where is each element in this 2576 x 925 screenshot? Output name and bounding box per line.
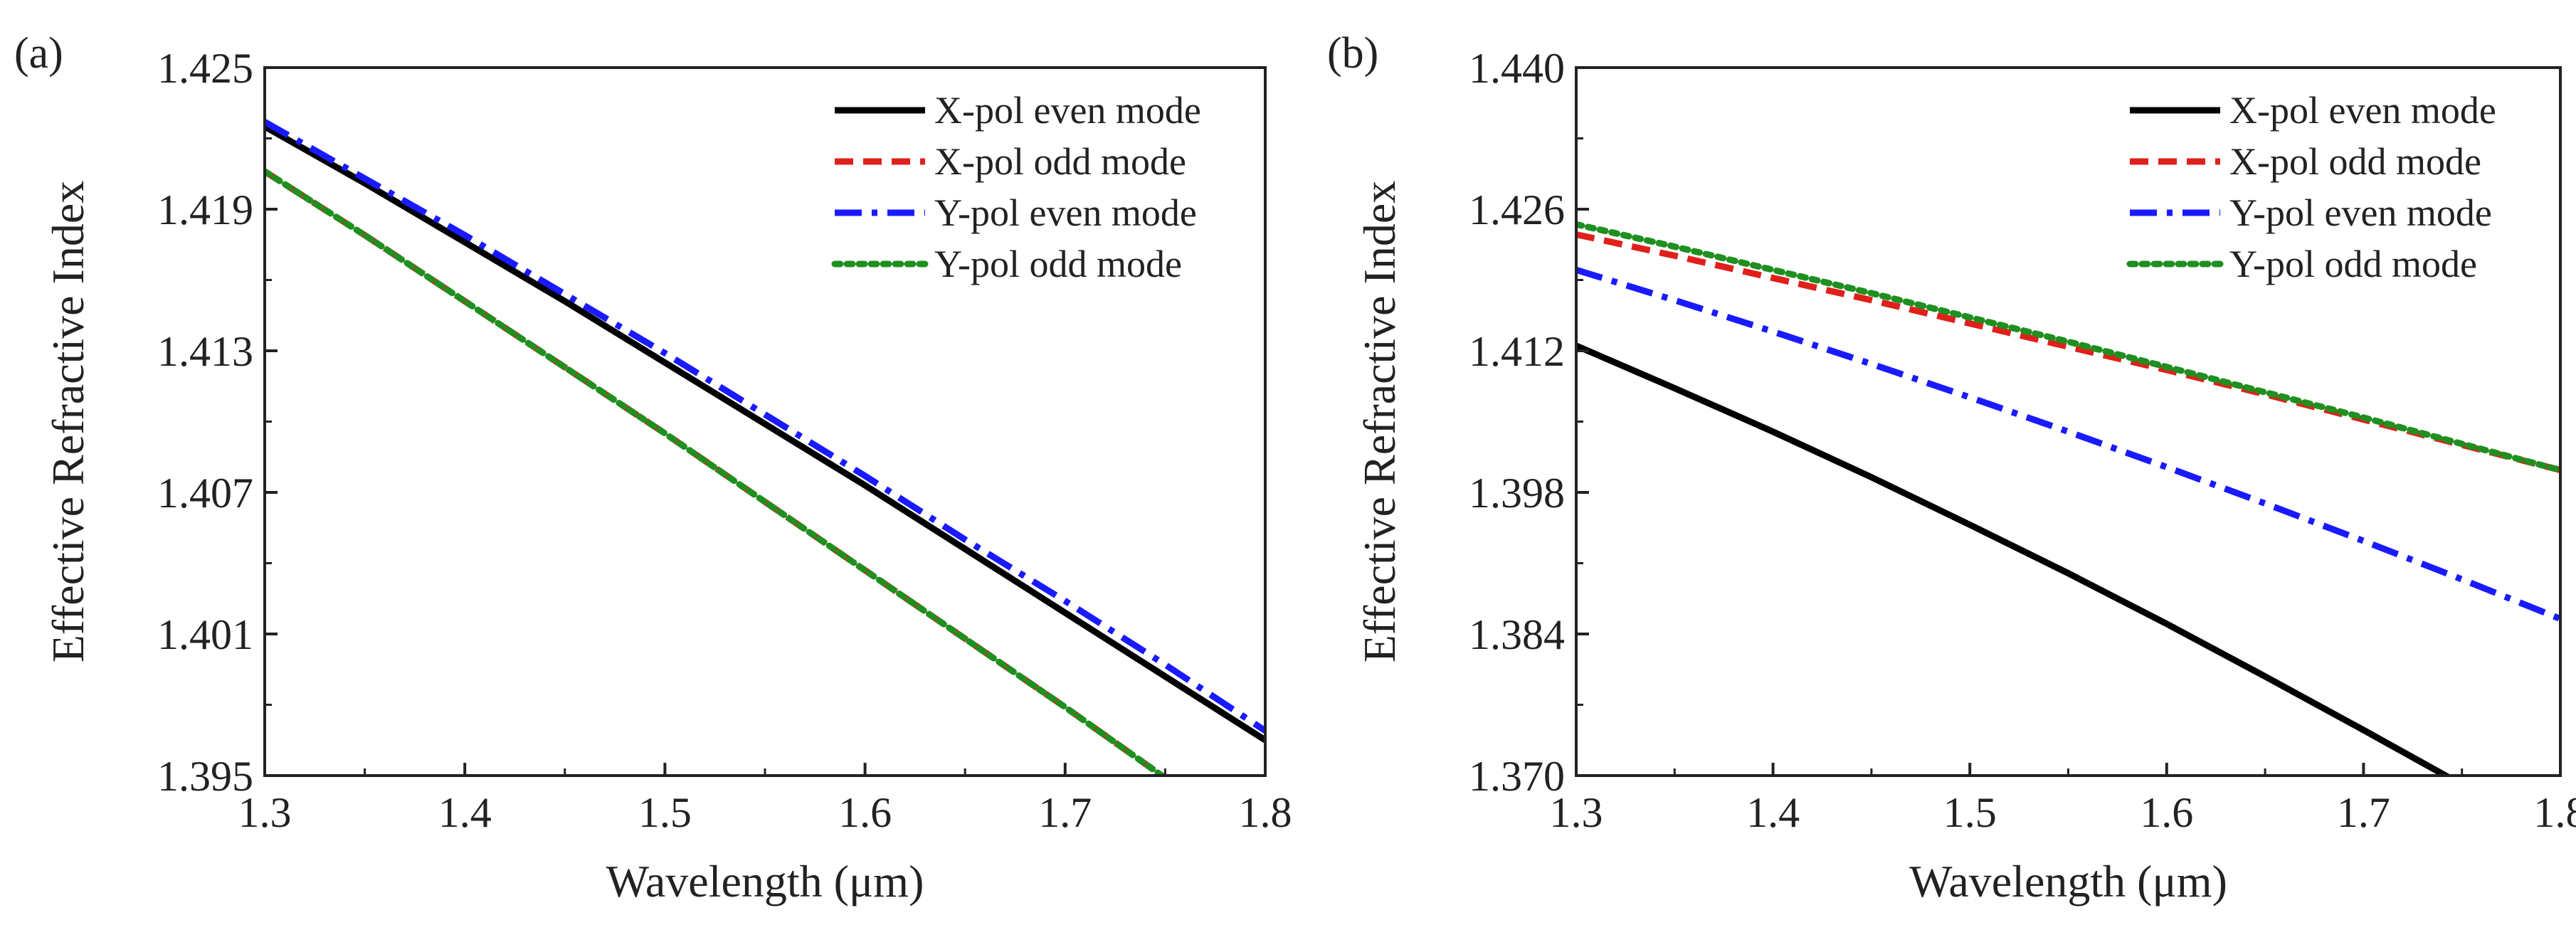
x-axis-label: Wavelength (μm)	[606, 856, 924, 906]
series-line-3	[1576, 266, 2560, 622]
x-tick-label: 1.8	[1239, 789, 1292, 836]
y-tick-label: 1.440	[1469, 45, 1565, 92]
legend-label-1: X-pol even mode	[2229, 89, 2496, 132]
series-line-4	[265, 168, 1202, 776]
y-tick-label: 1.401	[157, 611, 253, 658]
series-line-4	[1576, 221, 2560, 474]
legend-label-2: X-pol odd mode	[934, 140, 1186, 183]
x-tick-label: 1.6	[838, 789, 892, 836]
x-tick-label: 1.7	[1038, 789, 1092, 836]
series-line-1	[265, 123, 1265, 743]
legend: X-pol even mode X-pol odd mode Y-pol even …	[2126, 89, 2496, 285]
x-tick-label: 1.3	[238, 789, 292, 836]
panel-label: (a)	[14, 29, 63, 78]
x-tick-label: 1.8	[2534, 789, 2576, 836]
panel-label: (b)	[1327, 29, 1378, 78]
x-tick-label: 1.5	[638, 789, 692, 836]
y-tick-label: 1.419	[157, 186, 253, 233]
y-tick-label: 1.413	[157, 328, 253, 375]
legend-label-4: Y-pol odd mode	[2229, 243, 2477, 285]
y-tick-label: 1.407	[157, 470, 253, 517]
x-tick-label: 1.6	[2140, 789, 2193, 836]
legend-label-3: Y-pol even mode	[2229, 191, 2492, 234]
legend-label-4: Y-pol odd mode	[934, 243, 1182, 285]
panel-a: (a) 1.3 1.4 1.5 1.6 1.7 1.8 1.395 1.401 1.407 1.4…	[14, 29, 1292, 906]
legend-label-2: X-pol odd mode	[2229, 140, 2481, 183]
y-tick-label: 1.425	[157, 45, 253, 92]
y-tick-label: 1.426	[1469, 186, 1565, 233]
y-axis-label: Effective Refractive Index	[43, 181, 93, 663]
y-tick-label: 1.412	[1469, 328, 1565, 375]
legend-label-1: X-pol even mode	[934, 89, 1201, 132]
y-tick-label: 1.395	[157, 753, 253, 800]
legend: X-pol even mode X-pol odd mode Y-pol even …	[831, 89, 1201, 285]
y-tick-label: 1.384	[1469, 611, 1565, 658]
y-tick-label: 1.370	[1469, 753, 1565, 800]
y-tick-label: 1.398	[1469, 470, 1565, 517]
x-tick-label: 1.3	[1550, 789, 1603, 836]
x-axis-label: Wavelength (μm)	[1909, 856, 2227, 906]
legend-label-3: Y-pol even mode	[934, 191, 1197, 234]
x-tick-label: 1.4	[438, 789, 492, 836]
x-tick-label: 1.5	[1943, 789, 1997, 836]
panel-b: (b) 1.3 1.4 1.5 1.6 1.7 1.8 1.370 1.384 1.398 1.4…	[1327, 29, 2576, 906]
x-tick-label: 1.4	[1746, 789, 1800, 836]
y-axis-label: Effective Refractive Index	[1354, 181, 1405, 663]
series-line-3	[265, 119, 1265, 734]
series-line-1	[1576, 342, 2452, 776]
x-tick-label: 1.7	[2337, 789, 2390, 836]
